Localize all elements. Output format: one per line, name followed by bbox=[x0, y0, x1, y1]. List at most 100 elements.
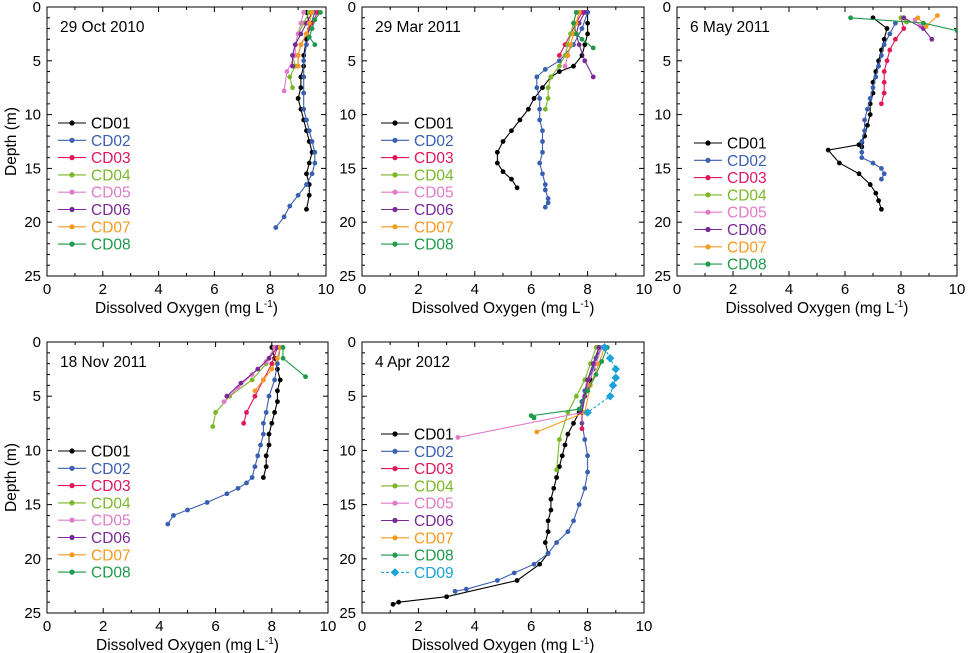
data-point-cd01 bbox=[562, 442, 568, 448]
data-point-cd05 bbox=[455, 434, 461, 440]
data-point-cd01 bbox=[295, 96, 301, 101]
data-point-cd01 bbox=[277, 377, 283, 383]
legend-label-cd08: CD08 bbox=[414, 237, 454, 254]
data-point-cd01 bbox=[545, 518, 551, 524]
legend-label-cd03: CD03 bbox=[91, 478, 131, 495]
y-tick-label: 15 bbox=[339, 160, 356, 177]
x-tick-label: 4 bbox=[155, 618, 163, 635]
data-point-cd02 bbox=[582, 437, 588, 442]
data-point-cd07 bbox=[534, 429, 540, 435]
data-point-cd06 bbox=[255, 366, 261, 372]
data-point-cd01 bbox=[571, 63, 576, 69]
legend-label-cd06: CD06 bbox=[414, 202, 454, 219]
data-point-cd02 bbox=[540, 128, 545, 134]
data-point-cd02 bbox=[537, 106, 543, 112]
data-point-cd01 bbox=[537, 561, 543, 567]
data-point-cd06 bbox=[585, 377, 590, 383]
panel-4: 0 2 4 6 8 10 0 5 10 15 20 25 Dissolved Oxygen (mg L-… bbox=[3, 334, 336, 653]
x-tick-label: 2 bbox=[99, 618, 107, 635]
data-point-cd03 bbox=[879, 101, 884, 107]
data-point-cd02 bbox=[301, 74, 307, 80]
data-point-cd01 bbox=[876, 198, 881, 204]
legend-marker-cd07 bbox=[69, 552, 75, 558]
x-axis-label: Dissolved Oxygen (mg L-1) bbox=[412, 299, 595, 317]
legend-marker-cd04 bbox=[392, 172, 398, 178]
data-point-cd08 bbox=[531, 415, 537, 421]
data-point-cd01 bbox=[565, 431, 571, 437]
data-point-cd02 bbox=[542, 187, 548, 193]
data-point-cd02 bbox=[540, 171, 545, 177]
data-point-cd01 bbox=[873, 190, 879, 196]
y-tick-label: 25 bbox=[24, 605, 41, 622]
data-point-cd02 bbox=[312, 160, 318, 166]
legend-label-cd03: CD03 bbox=[727, 170, 767, 187]
y-tick-label: 15 bbox=[339, 497, 356, 514]
data-point-cd03 bbox=[881, 79, 887, 85]
data-point-cd02 bbox=[224, 491, 230, 497]
data-point-cd01 bbox=[571, 420, 576, 426]
legend-label-cd04: CD04 bbox=[414, 478, 454, 495]
y-tick-label: 10 bbox=[24, 107, 41, 124]
data-point-cd01 bbox=[559, 453, 565, 459]
y-tick-label: 5 bbox=[348, 53, 356, 70]
data-point-cd02 bbox=[870, 160, 876, 166]
x-tick-label: 4 bbox=[785, 281, 793, 298]
data-point-cd09 bbox=[583, 408, 592, 417]
data-point-cd01 bbox=[879, 206, 884, 212]
data-point-cd02 bbox=[576, 502, 582, 507]
data-point-cd02 bbox=[579, 26, 585, 31]
data-point-cd02 bbox=[452, 588, 458, 594]
legend-marker-cd01 bbox=[392, 120, 398, 126]
x-tick-label: 2 bbox=[414, 618, 422, 635]
panel-date-label: 29 Mar 2011 bbox=[375, 19, 461, 36]
data-point-cd02 bbox=[494, 578, 500, 583]
x-axis-label: Dissolved Oxygen (mg L-1) bbox=[96, 636, 279, 653]
x-tick-label: 6 bbox=[210, 281, 218, 298]
data-point-cd08 bbox=[585, 388, 590, 394]
legend-label-cd07: CD07 bbox=[727, 239, 767, 256]
data-point-cd02 bbox=[531, 561, 537, 567]
data-point-cd02 bbox=[309, 171, 315, 177]
data-point-cd04 bbox=[557, 63, 562, 69]
data-point-cd01 bbox=[884, 26, 890, 31]
data-point-cd08 bbox=[318, 9, 323, 15]
data-point-cd01 bbox=[509, 128, 514, 134]
data-point-cd02 bbox=[859, 139, 865, 144]
plot-frame bbox=[676, 6, 958, 277]
data-point-cd02 bbox=[870, 85, 876, 91]
panel-date-label: 18 Nov 2011 bbox=[60, 354, 147, 371]
legend-label-cd06: CD06 bbox=[727, 222, 767, 239]
data-point-cd01 bbox=[554, 475, 559, 480]
data-point-cd02 bbox=[879, 176, 884, 182]
legend-marker-cd03 bbox=[69, 483, 75, 489]
data-point-cd02 bbox=[881, 171, 887, 177]
legend-marker-cd06 bbox=[392, 206, 398, 213]
data-point-cd01 bbox=[825, 147, 831, 153]
data-point-cd01 bbox=[306, 160, 312, 166]
y-tick-label: 10 bbox=[654, 107, 671, 124]
legend-label-cd03: CD03 bbox=[414, 150, 454, 167]
data-point-cd08 bbox=[303, 374, 308, 380]
data-point-cd07 bbox=[298, 42, 304, 48]
legend-label-cd05: CD05 bbox=[91, 185, 131, 202]
data-point-cd08 bbox=[312, 42, 318, 48]
data-point-cd01 bbox=[494, 160, 500, 166]
data-point-cd01 bbox=[514, 185, 520, 191]
x-tick-label: 0 bbox=[358, 281, 366, 298]
data-point-cd05 bbox=[298, 20, 304, 26]
y-tick-label: 0 bbox=[33, 334, 41, 351]
data-point-cd06 bbox=[290, 53, 295, 58]
data-point-cd01 bbox=[548, 507, 554, 513]
legend-label-cd03: CD03 bbox=[91, 150, 131, 167]
x-tick-label: 4 bbox=[471, 281, 479, 298]
data-point-cd06 bbox=[590, 74, 596, 80]
data-point-cd02 bbox=[511, 570, 517, 576]
data-point-cd02 bbox=[585, 469, 590, 475]
x-tick-label: 6 bbox=[527, 618, 535, 635]
legend-marker-cd05 bbox=[392, 500, 398, 506]
legend-marker-cd01 bbox=[69, 120, 75, 126]
data-point-cd02 bbox=[545, 550, 551, 556]
panel-date-label: 29 Oct 2010 bbox=[60, 19, 145, 36]
panel-3: 0 2 4 6 8 10 0 5 10 15 20 25 Dissolved Oxygen (mg L-… bbox=[654, 0, 965, 317]
panel-date-label: 6 May 2011 bbox=[690, 19, 770, 36]
